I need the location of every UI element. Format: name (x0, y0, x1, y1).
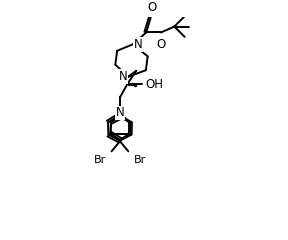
Text: O: O (147, 1, 156, 14)
Text: OH: OH (145, 78, 163, 90)
Text: Br: Br (94, 155, 106, 165)
Text: N: N (134, 38, 143, 51)
Text: N: N (119, 70, 127, 83)
Text: Br: Br (134, 155, 146, 165)
Text: O: O (156, 38, 166, 51)
Text: N: N (115, 106, 124, 119)
